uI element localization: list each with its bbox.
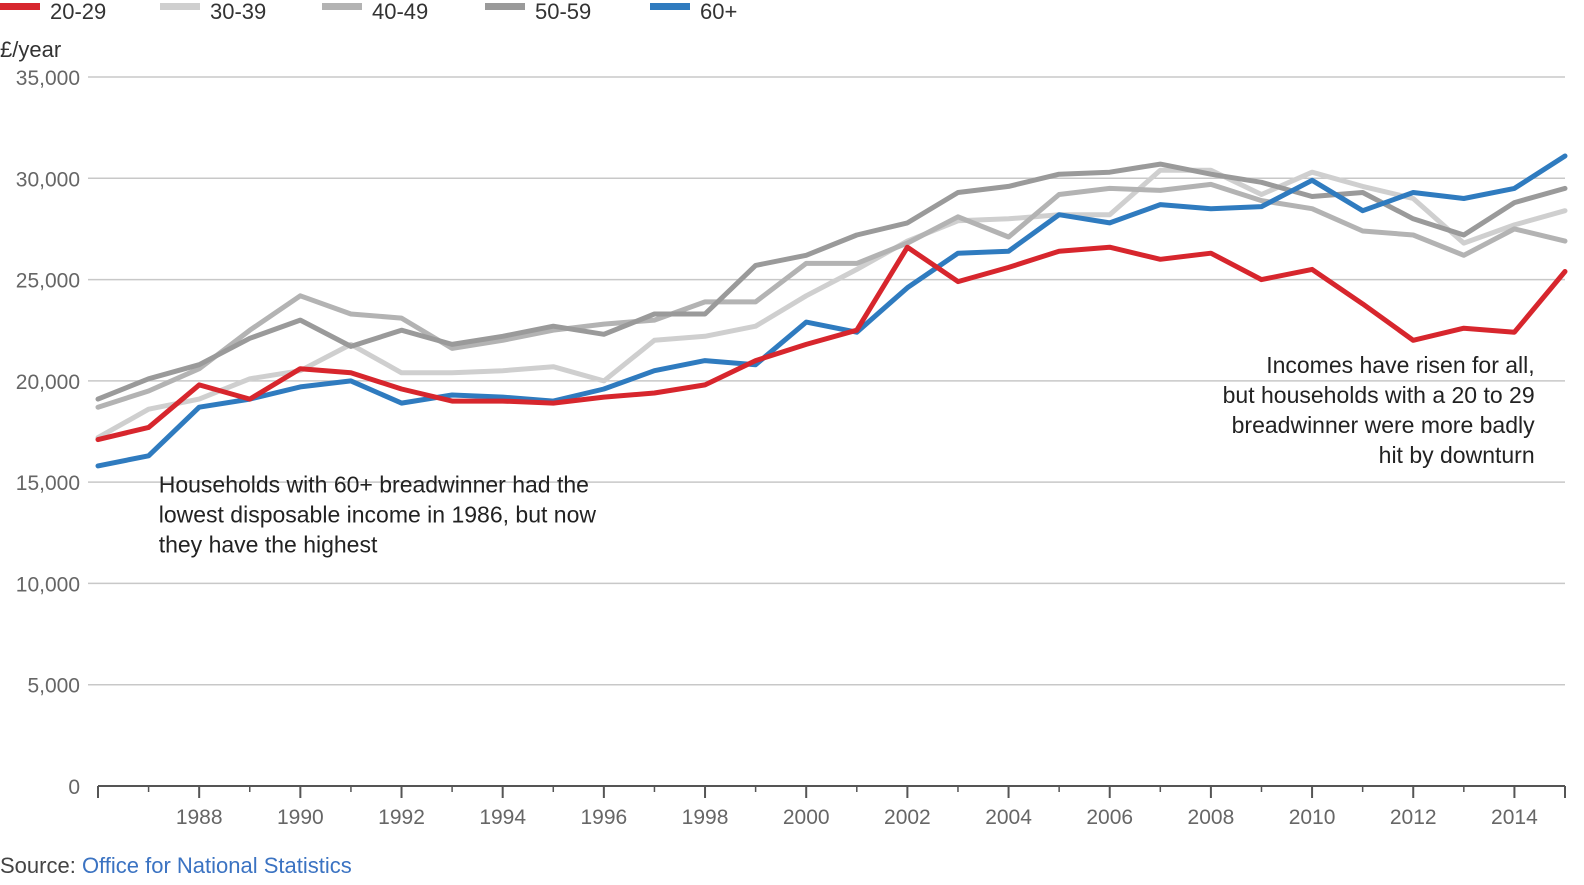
legend-label: 40-49 bbox=[372, 0, 428, 24]
annotation-line: hit by downturn bbox=[1379, 442, 1535, 468]
x-tick-label: 2002 bbox=[884, 806, 931, 829]
x-tick-label: 1988 bbox=[176, 806, 223, 829]
legend-label: 50-59 bbox=[535, 0, 591, 24]
annotation: Households with 60+ breadwinner had the l… bbox=[159, 471, 597, 557]
y-tick-label: 20,000 bbox=[16, 371, 80, 394]
series-line-50-59 bbox=[95, 161, 1568, 402]
legend-label: 30-39 bbox=[210, 0, 266, 24]
x-tick-label: 2010 bbox=[1289, 806, 1336, 829]
x-tick-label: 2000 bbox=[783, 806, 830, 829]
series-line-60+ bbox=[95, 153, 1568, 469]
legend-label: 20-29 bbox=[50, 0, 106, 24]
legend-item-60+: 60+ bbox=[650, 0, 737, 24]
annotation-line: but households with a 20 to 29 bbox=[1223, 382, 1535, 408]
x-tick-label: 2008 bbox=[1188, 806, 1235, 829]
x-tick-label: 1994 bbox=[479, 806, 526, 829]
annotation-line: they have the highest bbox=[159, 531, 378, 557]
source-link[interactable]: Office for National Statistics bbox=[81, 853, 352, 878]
series-line-40-49 bbox=[95, 181, 1568, 410]
x-tick-label: 1998 bbox=[682, 806, 729, 829]
x-tick-label: 1996 bbox=[581, 806, 628, 829]
source-note: Source: Office for National Statistics bbox=[0, 853, 352, 879]
annotation-line: lowest disposable income in 1986, but no… bbox=[159, 501, 597, 527]
legend-swatch bbox=[322, 3, 362, 10]
x-tick-label: 2006 bbox=[1086, 806, 1133, 829]
x-tick-label: 2004 bbox=[985, 806, 1032, 829]
legend-swatch bbox=[485, 3, 525, 10]
series-lines bbox=[95, 153, 1568, 469]
x-tick-label: 2012 bbox=[1390, 806, 1437, 829]
legend-item-50-59: 50-59 bbox=[485, 0, 591, 24]
y-axis-unit-label: £/year bbox=[0, 37, 61, 62]
series-line-30-39 bbox=[95, 167, 1568, 441]
legend-item-20-29: 20-29 bbox=[0, 0, 106, 24]
y-tick-label: 10,000 bbox=[16, 573, 80, 596]
legend-swatch bbox=[0, 3, 40, 10]
annotation-line: Households with 60+ breadwinner had the bbox=[159, 471, 589, 497]
legend-item-40-49: 40-49 bbox=[322, 0, 428, 24]
annotations: Households with 60+ breadwinner had the l… bbox=[159, 352, 1535, 558]
legend-swatch bbox=[650, 3, 690, 10]
x-tick-label: 1992 bbox=[378, 806, 425, 829]
y-tick-label: 35,000 bbox=[16, 67, 80, 90]
y-tick-label: 0 bbox=[68, 776, 80, 799]
series-line-20-29 bbox=[95, 244, 1568, 443]
y-tick-label: 15,000 bbox=[16, 472, 80, 495]
x-tick-label: 1990 bbox=[277, 806, 324, 829]
legend-swatch bbox=[160, 3, 200, 10]
y-tick-label: 30,000 bbox=[16, 168, 80, 191]
y-tick-label: 25,000 bbox=[16, 270, 80, 293]
annotation: Incomes have risen for all, but household… bbox=[1223, 352, 1536, 468]
x-axis: 1988 1990 1992 1994 1996 1998 2000 2002 2004 2006… bbox=[97, 785, 1566, 829]
legend-item-30-39: 30-39 bbox=[160, 0, 266, 24]
line-chart: 20-29 30-39 40-49 50-59 60+ £/year 0 5,000 10,… bbox=[0, 0, 1568, 829]
x-tick-label: 2014 bbox=[1491, 806, 1538, 829]
annotation-line: breadwinner were more badly bbox=[1232, 412, 1535, 438]
y-tick-label: 5,000 bbox=[27, 675, 80, 698]
annotation-line: Incomes have risen for all, bbox=[1266, 352, 1534, 378]
legend: 20-29 30-39 40-49 50-59 60+ bbox=[0, 0, 737, 24]
source-prefix: Source: bbox=[0, 853, 82, 878]
y-axis-ticks: 0 5,000 10,000 15,000 20,000 25,000 30,000 35,0… bbox=[16, 67, 80, 799]
legend-label: 60+ bbox=[700, 0, 737, 24]
